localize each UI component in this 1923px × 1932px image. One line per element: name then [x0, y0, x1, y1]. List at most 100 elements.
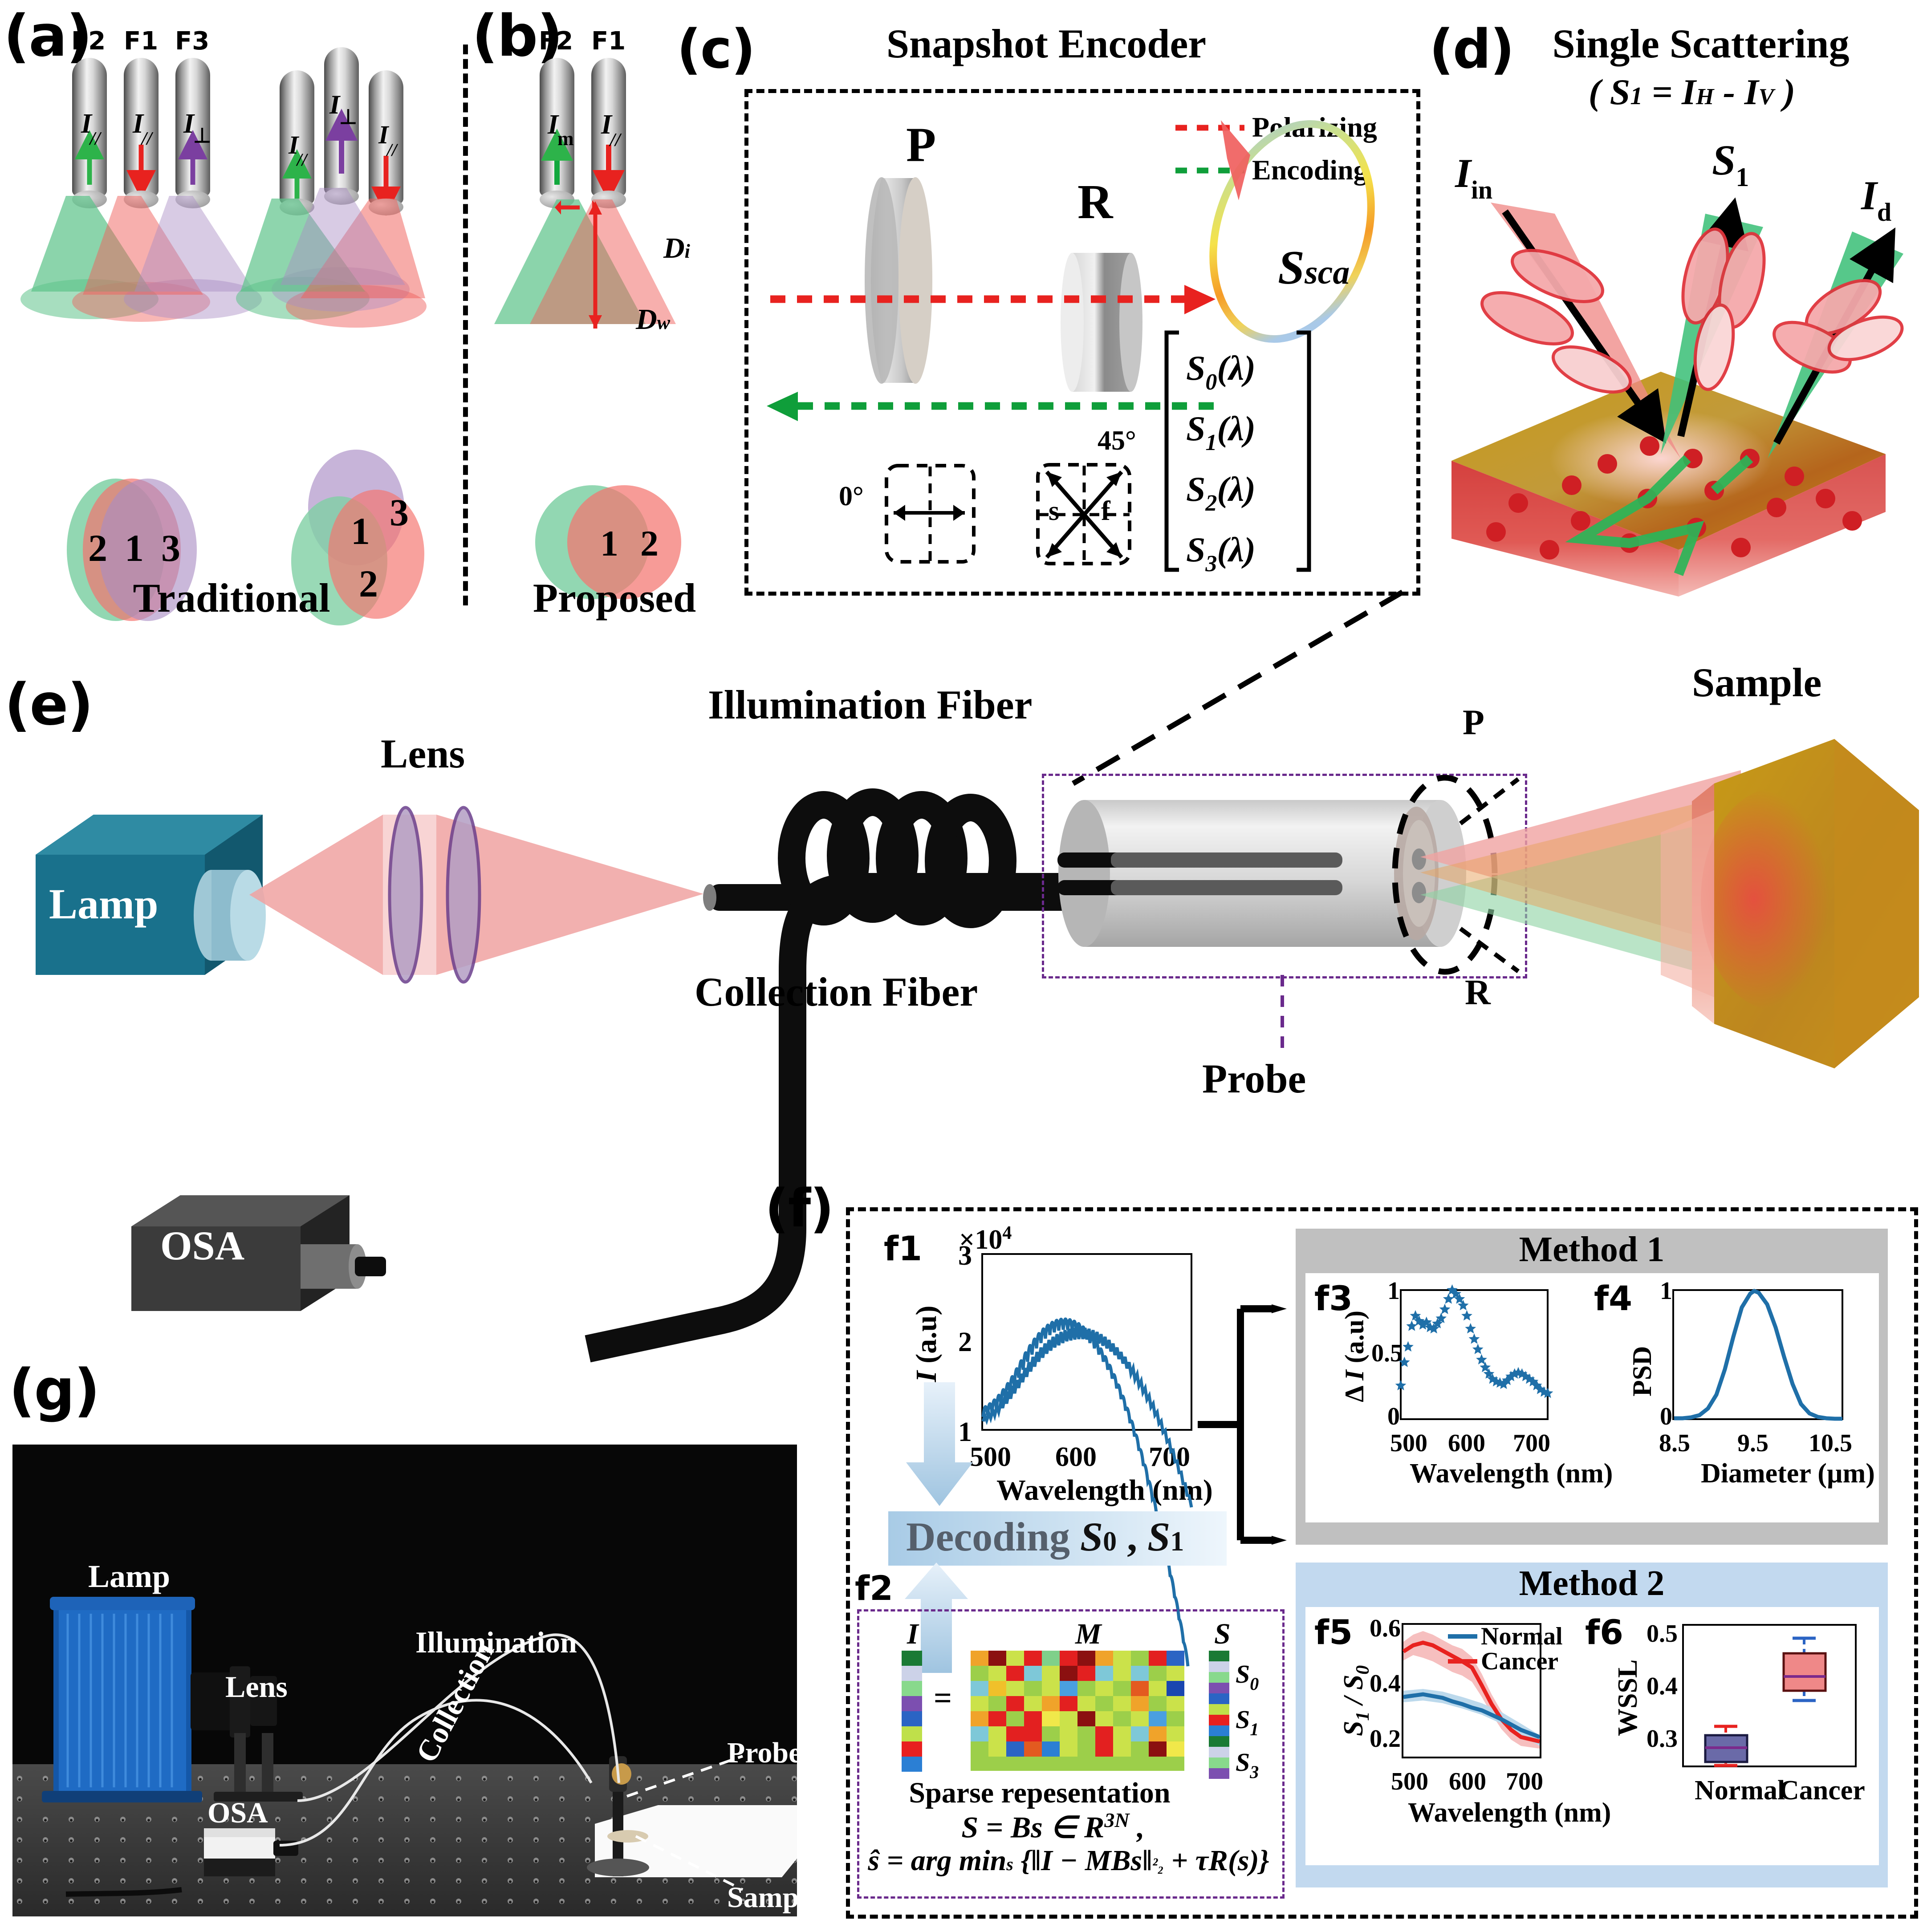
- f4-xtick-105: 10.5: [1809, 1429, 1852, 1457]
- photo-label-sample: Sample: [727, 1881, 797, 1914]
- f6-ytick-05: 0.5: [1647, 1620, 1678, 1648]
- sample-block: [1661, 739, 1919, 1068]
- element-label-R: R: [1077, 175, 1113, 229]
- f4-ytick-0: 0: [1660, 1403, 1672, 1430]
- probe-label: Probe: [1202, 1056, 1306, 1101]
- decoding-down-arrow: [906, 1382, 973, 1506]
- fiber-label-f2: F2: [539, 27, 573, 56]
- svg-text:I: I: [288, 130, 300, 159]
- f6-box-normal: [1704, 1725, 1748, 1767]
- svg-text:⊥: ⊥: [193, 124, 211, 147]
- svg-text://: //: [609, 130, 622, 150]
- fiber-label-f1: F1: [591, 27, 626, 56]
- element-label-P: P: [906, 118, 936, 172]
- decoding-banner: Decoding S0 , S1: [888, 1511, 1227, 1566]
- svg-text:I: I: [329, 90, 341, 119]
- panel-c-leader: [1071, 589, 1404, 786]
- vector-I: [902, 1651, 922, 1772]
- f6-xtick-cancer: Cancer: [1779, 1775, 1865, 1806]
- sparse-representation-diagram: I M S =: [902, 1618, 1259, 1782]
- f6-ytick-03: 0.3: [1647, 1725, 1678, 1753]
- panel-a-caption: Traditional: [133, 575, 330, 621]
- probe-element-label-P: P: [1463, 703, 1484, 742]
- svg-text:I: I: [547, 110, 559, 140]
- angle-label-45deg: 45°: [1098, 426, 1136, 456]
- f1-xtick-500: 500: [970, 1442, 1011, 1472]
- fiber-label-f2: F2: [71, 27, 106, 56]
- ray-label-s1: S1: [1712, 136, 1749, 192]
- decoding-banner-text: Decoding S0 , S1: [906, 1514, 1184, 1559]
- snapshot-encoder-box: [744, 89, 1420, 596]
- photo-label-lamp: Lamp: [88, 1559, 171, 1594]
- f3-star-marker: [1395, 1284, 1553, 1398]
- f1-series: [981, 1327, 1193, 1508]
- f4-ylabel: PSD: [1627, 1346, 1657, 1396]
- f5-ytick-06: 0.6: [1370, 1615, 1401, 1642]
- f5-series-cancer: [1402, 1640, 1541, 1744]
- venn-number: 1: [600, 523, 618, 564]
- panel-divider: [463, 45, 468, 605]
- equation-1: S = Bs ∈ R3N ,: [961, 1809, 1145, 1844]
- angle-label-0deg: 0°: [839, 481, 864, 511]
- svg-text://: //: [89, 129, 102, 149]
- f5-ylabel: S1 / S0: [1338, 1665, 1373, 1736]
- polarizer-axis-icon: [885, 464, 976, 564]
- f3-ytick-05: 0.5: [1371, 1339, 1403, 1367]
- f1-series-visible: [981, 1317, 1190, 1667]
- f5-series-normal: [1403, 1692, 1541, 1739]
- panel-b-caption: Proposed: [533, 575, 696, 621]
- subpanel-label-f4: f4: [1594, 1279, 1632, 1318]
- photo-label-lens: Lens: [225, 1670, 288, 1704]
- matrix-M: [971, 1651, 1184, 1771]
- f1-ylabel: I (a.u): [910, 1306, 943, 1383]
- svg-text://: //: [386, 140, 398, 160]
- probe-leader: [1281, 975, 1284, 1055]
- f3-ylabel: Δ I (a.u): [1340, 1311, 1369, 1402]
- venn-number: 3: [161, 527, 180, 569]
- f4-xtick-95: 9.5: [1737, 1429, 1769, 1457]
- svg-text:I: I: [183, 109, 195, 139]
- panel-d-title: Single Scattering: [1552, 21, 1850, 66]
- chart-f4: 1 0 8.5 9.5 10.5 Diameter (µm) PSD: [1627, 1277, 1875, 1489]
- panel-a-right-group: I // I ⊥ I //: [236, 27, 432, 328]
- polarizing-arrow: [770, 285, 1216, 314]
- f1-xtick-600: 600: [1055, 1442, 1097, 1472]
- svg-text:s: s: [1049, 496, 1059, 526]
- f6-box-cancer: [1782, 1636, 1827, 1702]
- matrix-label-I: I: [907, 1618, 919, 1650]
- venn-traditional-left: 2 1 3: [67, 479, 197, 621]
- f5-legend-label-cancer: Cancer: [1481, 1648, 1558, 1675]
- stokes-row-1: S1(λ): [1186, 409, 1256, 455]
- svg-text:I: I: [378, 120, 390, 149]
- lamp-box: [36, 815, 266, 975]
- photo-label-probe: Probe: [727, 1737, 797, 1769]
- equation-2: ŝ = arg mins {‖I − MBs‖²₂ + τR(s)}: [868, 1844, 1269, 1877]
- dim-label-di: Di: [663, 232, 690, 264]
- polarizer-P: [865, 177, 932, 384]
- venn-proposed: 1 2: [535, 485, 681, 599]
- venn-number: 2: [88, 527, 107, 569]
- fiber-tip: [175, 191, 210, 208]
- venn-number: 2: [359, 562, 378, 605]
- f6-xtick-normal: Normal: [1695, 1775, 1785, 1806]
- photo-label-osa: OSA: [207, 1797, 268, 1829]
- f1-xlabel: Wavelength (nm): [996, 1474, 1213, 1506]
- panel-b-label: (b): [472, 3, 563, 69]
- retarder-R: [1061, 253, 1142, 392]
- panel-d-label: (d): [1429, 19, 1515, 81]
- subpanel-label-f2: f2: [855, 1568, 893, 1608]
- subpanel-label-f6: f6: [1585, 1612, 1623, 1652]
- lens-doublet: [388, 806, 481, 984]
- f5-ytick-04: 0.4: [1370, 1670, 1401, 1697]
- f3-ytick-0: 0: [1387, 1403, 1400, 1430]
- subpanel-label-f5: f5: [1314, 1612, 1353, 1652]
- panel-g-photo: Lamp Lens OSA Illumination Collection Pr…: [12, 1445, 797, 1916]
- f5-xlabel: Wavelength (nm): [1408, 1798, 1611, 1828]
- f1-ytick-1: 1: [958, 1417, 972, 1447]
- f1-y-exponent: ×104: [959, 1223, 1012, 1255]
- panel-e-label: (e): [4, 672, 94, 738]
- f5-ytick-02: 0.2: [1370, 1725, 1401, 1753]
- lamp-label: Lamp: [49, 880, 159, 928]
- chart-f6: 0.5 0.4 0.3 WSSL Normal Cancer: [1613, 1620, 1865, 1806]
- fiber-label-f1: F1: [124, 27, 159, 56]
